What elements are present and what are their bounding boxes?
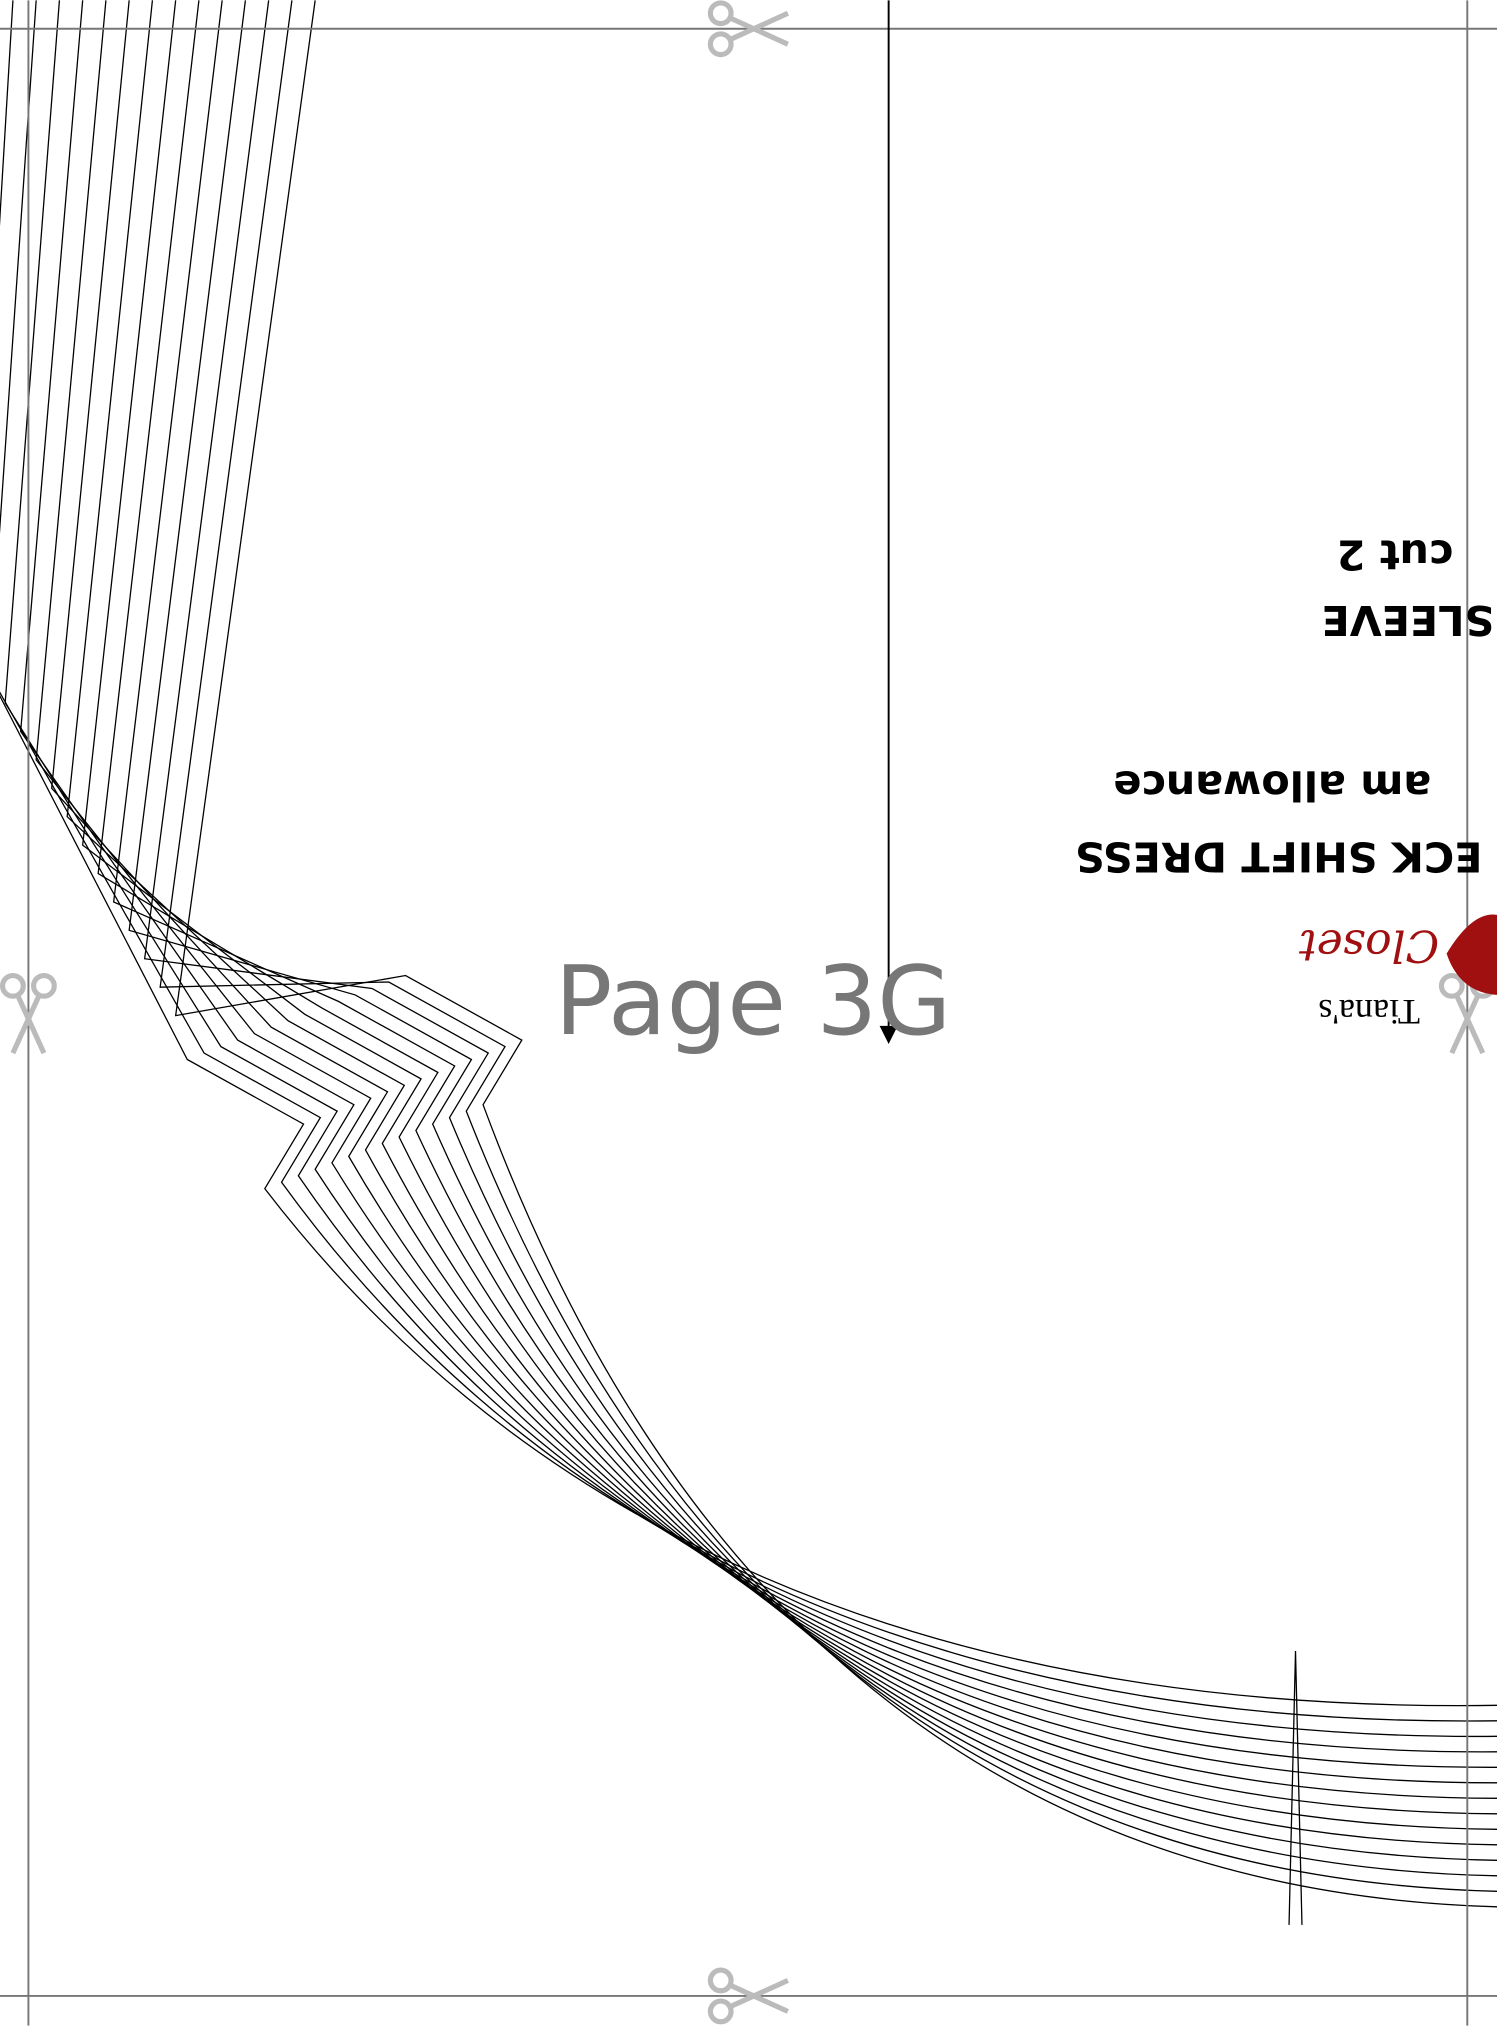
pattern-lines: [0, 0, 1497, 1908]
piece-name: SLEEVE: [1321, 596, 1494, 644]
pattern-info: cut 2 SLEEVE am allowance ECK SHIFT DRES…: [1075, 530, 1494, 1032]
pattern-size-line: [35, 0, 1497, 1768]
brand-script: Closet: [1299, 919, 1440, 970]
brand: Tiana's: [1318, 992, 1420, 1032]
pattern-size-line: [112, 0, 1497, 1846]
pattern-title: ECK SHIFT DRESS: [1075, 833, 1483, 881]
pattern-size-line: [4, 0, 1497, 1737]
pattern-size-line: [20, 0, 1497, 1753]
pattern-size-line: [50, 0, 1497, 1784]
pattern-size-line: [97, 0, 1497, 1830]
pattern-size-line: [128, 0, 1497, 1861]
seam-note: am allowance: [1113, 761, 1431, 809]
grainline-arrow: [879, 1025, 898, 1044]
page-label: Page 3G: [555, 945, 952, 1057]
pattern-size-line: [174, 0, 1497, 1908]
cut-count: cut 2: [1337, 530, 1454, 578]
pattern-size-line: [81, 0, 1497, 1815]
pattern-size-line: [143, 0, 1497, 1877]
notch: [1288, 1651, 1303, 1925]
logo-hat: [1446, 914, 1497, 995]
pattern-size-line: [66, 0, 1497, 1799]
